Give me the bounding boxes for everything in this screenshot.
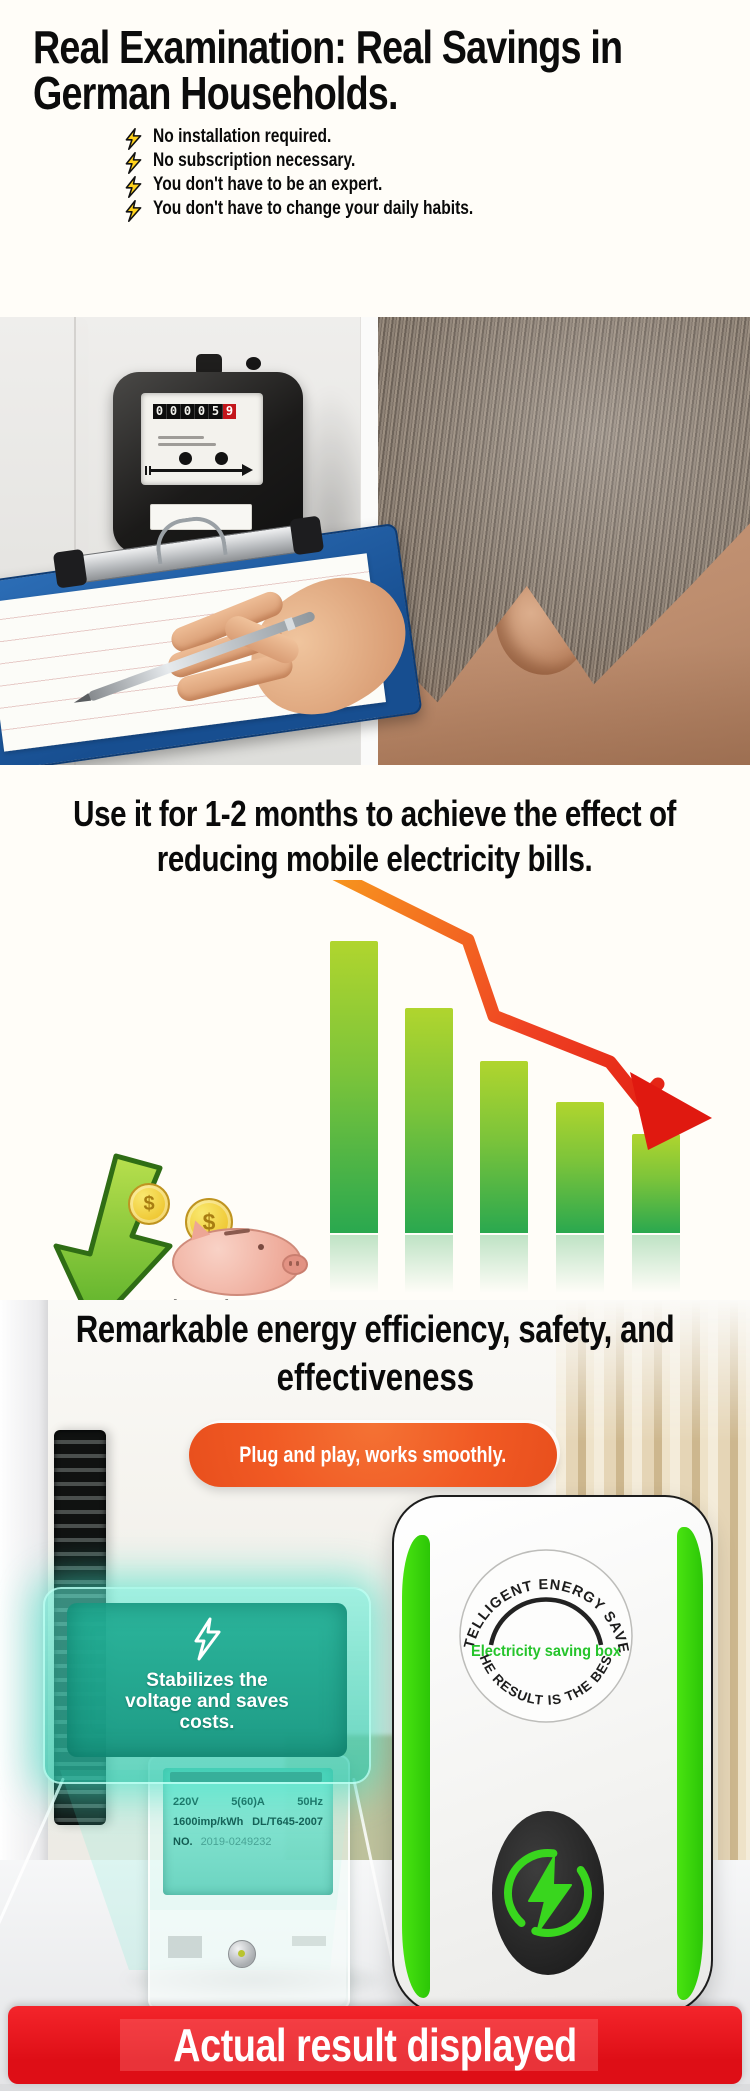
page-title-line1: Real Examination: Real Savings in: [33, 21, 623, 73]
benefit-list: No installation required. No subscriptio…: [124, 126, 544, 222]
product-badge: INTELLIGENT ENERGY SAVER Electricity sav…: [457, 1547, 633, 1723]
chart-bar: [632, 1134, 680, 1233]
odometer-digit-red: 9: [223, 404, 236, 419]
list-item-label: No subscription necessary.: [153, 150, 356, 171]
meter-spec-row: 1600imp/kWh DL/T645-2007: [163, 1816, 333, 1828]
chart-bar: [330, 941, 378, 1233]
banner-highlight: [120, 2019, 598, 2071]
pig-eye: [258, 1244, 264, 1250]
pig-snout: [282, 1254, 308, 1275]
chart-bar-reflection: [330, 1235, 378, 1293]
green-stripe: [402, 1535, 430, 1998]
lightning-icon: [125, 128, 142, 150]
clip-clamp: [52, 548, 88, 589]
meter-mount-screw: [246, 357, 261, 370]
terminal-detail: [292, 1936, 326, 1946]
product-photo: 220V 5(60)A 50Hz 1600imp/kWh DL/T645-200…: [0, 1300, 750, 2091]
chart-bar: [556, 1102, 604, 1233]
lightning-icon: [125, 176, 142, 198]
lightning-icon: [125, 200, 142, 222]
page-title: Real Examination: Real Savings in German…: [33, 24, 750, 116]
neck-shadow: [378, 645, 750, 765]
odometer-digit: 0: [195, 404, 209, 419]
badge-center-text: Electricity saving box: [471, 1643, 621, 1660]
section-heading-usage: Use it for 1-2 months to achieve the eff…: [0, 791, 750, 881]
list-item: You don't have to be an expert.: [124, 174, 544, 198]
meter-dial: [215, 452, 228, 465]
page-title-line2: German Households.: [33, 67, 398, 119]
list-item-label: No installation required.: [153, 126, 332, 147]
meter-dial: [179, 452, 192, 465]
heading-line: Use it for 1-2 months to achieve the eff…: [73, 793, 677, 834]
list-item: You don't have to change your daily habi…: [124, 198, 544, 222]
list-item-label: You don't have to change your daily habi…: [153, 198, 474, 219]
writing-hand: [165, 551, 459, 747]
odometer-digit: 0: [167, 404, 181, 419]
chart-bar: [480, 1061, 528, 1233]
meter-gauge-arrow: [145, 464, 253, 476]
chart-bar-reflection: [480, 1235, 528, 1293]
serial-value: 2019-0249232: [200, 1836, 272, 1848]
meter-serial-row: NO. 2019-0249232: [163, 1836, 333, 1848]
meter-label-plate: [150, 504, 252, 530]
result-banner: Actual result displayed: [8, 2006, 742, 2084]
spec-value: 1600imp/kWh: [173, 1816, 244, 1828]
trend-arrow: [332, 880, 712, 1150]
section-heading-efficiency: Remarkable energy efficiency, safety, an…: [75, 1309, 675, 1351]
man-head: [378, 317, 750, 765]
chart-bar-reflection: [632, 1235, 680, 1293]
chart-bar-reflection: [405, 1235, 453, 1293]
meter-spec-row: 220V 5(60)A 50Hz: [163, 1796, 333, 1808]
meter-mount-knob: [196, 354, 222, 376]
energy-saver-device: INTELLIGENT ENERGY SAVER Electricity sav…: [392, 1495, 713, 2016]
heading-line: reducing mobile electricity bills.: [157, 838, 593, 879]
chart-bar-reflection: [556, 1235, 604, 1293]
hologram-text: Stabilizes the voltage and saves costs.: [125, 1670, 289, 1733]
odometer-digit: 0: [181, 404, 195, 419]
spec-value: DL/T645-2007: [252, 1816, 323, 1828]
section-heading-efficiency-line2: effectiveness: [276, 1357, 474, 1399]
odometer-digit: 0: [153, 404, 167, 419]
spec-value: 220V: [173, 1796, 199, 1808]
coin-icon: $: [128, 1183, 170, 1225]
lightning-outline-icon: [194, 1617, 221, 1661]
spec-value: 50Hz: [297, 1796, 323, 1808]
piggy-bank-icon: [172, 1217, 308, 1296]
meter-microtext: [158, 443, 216, 446]
plug-and-play-pill: Plug and play, works smoothly.: [189, 1423, 557, 1487]
meter-screen: [163, 1768, 333, 1895]
list-item-label: You don't have to be an expert.: [153, 174, 383, 195]
meter-seal-screw: [228, 1940, 256, 1968]
chart-bar: [405, 1008, 453, 1233]
spec-value: 5(60)A: [231, 1796, 265, 1808]
green-stripe: [677, 1527, 703, 2000]
lightning-icon: [125, 152, 142, 174]
power-emblem: [492, 1811, 604, 1975]
odometer-digit: 5: [209, 404, 223, 419]
list-item: No subscription necessary.: [124, 150, 544, 174]
bottom-strip: [0, 2084, 750, 2091]
list-item: No installation required.: [124, 126, 544, 150]
savings-chart: $ $ $ Reduce the costs: [0, 880, 750, 1332]
clipboard: [0, 499, 454, 765]
terminal-detail: [168, 1936, 202, 1958]
meter-microtext: [158, 436, 204, 439]
banner-label: Actual result displayed: [173, 2019, 577, 2071]
serial-label: NO.: [173, 1836, 193, 1848]
hologram-panel: Stabilizes the voltage and saves costs.: [67, 1603, 347, 1757]
clip-clamp: [289, 515, 325, 556]
cupboard-edge: [74, 317, 76, 765]
